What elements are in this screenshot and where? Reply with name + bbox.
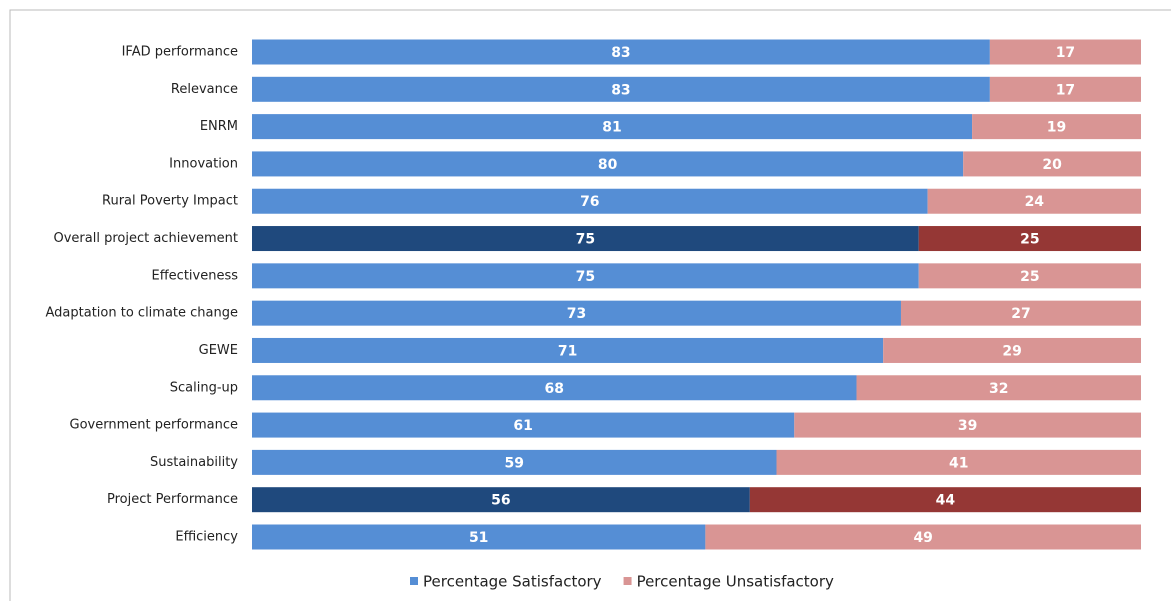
- bar-segment: [927, 188, 1141, 214]
- bar-segment: [918, 226, 1141, 252]
- legend-label: Percentage Satisfactory: [423, 573, 602, 591]
- y-tick-label: Government performance: [70, 418, 238, 433]
- data-label: 83: [611, 45, 630, 61]
- data-label: 39: [958, 418, 977, 434]
- legend-label: Percentage Unsatisfactory: [637, 573, 834, 591]
- y-tick-label: Overall project achievement: [54, 231, 239, 246]
- chart-frame: [9, 9, 1171, 601]
- bar-segment: [252, 449, 777, 475]
- data-label: 25: [1020, 269, 1039, 285]
- bar-segment: [989, 76, 1141, 102]
- y-tick-label: Efficiency: [175, 530, 238, 545]
- legend-swatch: [623, 577, 632, 585]
- bar-segment: [252, 114, 973, 140]
- bar-segment: [252, 300, 901, 326]
- data-label: 68: [545, 381, 564, 397]
- bar-segment: [705, 524, 1141, 550]
- y-tick-label: Relevance: [171, 82, 238, 97]
- y-tick-label: Scaling-up: [170, 380, 238, 395]
- bar-segment: [749, 487, 1141, 513]
- data-label: 27: [1011, 306, 1030, 322]
- data-label: 56: [491, 493, 510, 509]
- bar-segment: [776, 449, 1141, 475]
- bar-segment: [252, 188, 928, 214]
- bar-segment: [252, 151, 964, 177]
- y-tick-label: GEWE: [199, 343, 238, 358]
- bar-segment: [883, 337, 1141, 363]
- bar-segment: [252, 524, 706, 550]
- data-label: 41: [949, 455, 968, 471]
- data-label: 49: [913, 530, 932, 546]
- data-label: 71: [558, 343, 577, 359]
- data-label: 75: [576, 269, 595, 285]
- bar-segment: [989, 39, 1141, 65]
- bar-segment: [963, 151, 1141, 177]
- y-tick-label: Rural Poverty Impact: [102, 194, 238, 209]
- data-label: 32: [989, 381, 1008, 397]
- data-label: 17: [1056, 82, 1075, 98]
- data-label: 81: [602, 120, 621, 136]
- y-tick-label: Adaptation to climate change: [46, 306, 239, 321]
- bar-segment: [252, 76, 990, 102]
- data-label: 20: [1042, 157, 1062, 173]
- bar-segment: [794, 412, 1141, 438]
- bar-segment: [918, 263, 1141, 289]
- data-label: 76: [580, 194, 599, 210]
- bar-segment: [252, 226, 919, 252]
- y-tick-label: Sustainability: [150, 455, 238, 470]
- y-tick-label: IFAD performance: [122, 45, 238, 60]
- data-label: 29: [1002, 343, 1021, 359]
- legend-swatch: [410, 577, 418, 585]
- bar-segment: [252, 337, 884, 363]
- data-label: 80: [598, 157, 618, 173]
- bar-segment: [972, 114, 1141, 140]
- y-tick-label: Effectiveness: [152, 268, 239, 283]
- data-label: 44: [936, 493, 956, 509]
- bar-segment: [252, 39, 990, 65]
- bar-segment: [252, 263, 919, 289]
- data-label: 51: [469, 530, 488, 546]
- bar-segment: [252, 412, 795, 438]
- data-label: 25: [1020, 232, 1039, 248]
- data-label: 17: [1056, 45, 1075, 61]
- data-label: 61: [513, 418, 532, 434]
- data-label: 83: [611, 82, 630, 98]
- data-label: 19: [1047, 120, 1066, 136]
- data-label: 24: [1025, 194, 1045, 210]
- bar-segment: [252, 375, 857, 401]
- y-tick-label: Innovation: [169, 156, 238, 171]
- y-tick-label: Project Performance: [107, 492, 238, 507]
- data-label: 73: [567, 306, 586, 322]
- data-label: 75: [576, 232, 595, 248]
- data-label: 59: [505, 455, 524, 471]
- bar-segment: [252, 487, 750, 513]
- bar-segment: [856, 375, 1141, 401]
- bar-segment: [900, 300, 1141, 326]
- y-tick-label: ENRM: [200, 119, 238, 134]
